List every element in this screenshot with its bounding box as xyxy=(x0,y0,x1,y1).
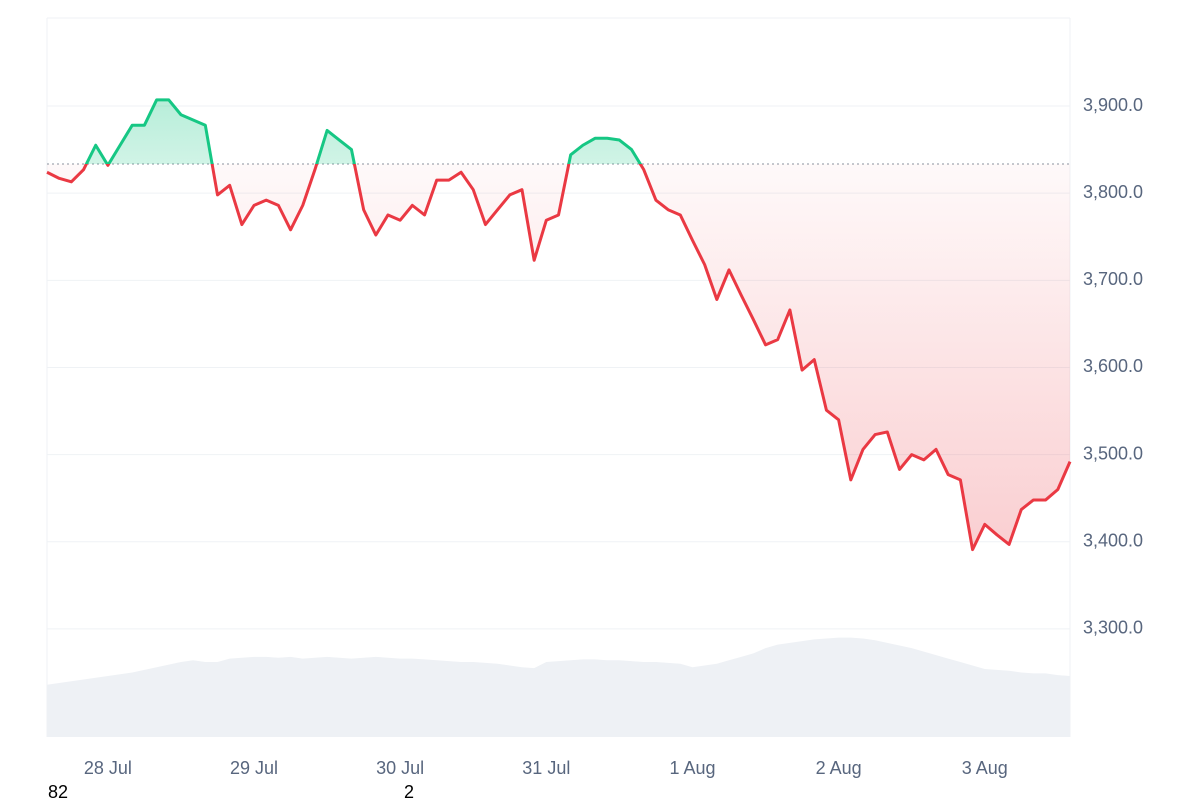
price-line xyxy=(46,98,1072,552)
y-tick-label: 3,500.0 xyxy=(1083,443,1143,463)
y-tick-label: 3,400.0 xyxy=(1083,531,1143,551)
y-tick-label: 3,800.0 xyxy=(1083,182,1143,202)
x-tick-label: 1 Aug xyxy=(669,758,715,778)
footer-label: 82 xyxy=(48,782,68,800)
x-tick-label: 29 Jul xyxy=(230,758,278,778)
x-tick-label: 30 Jul xyxy=(376,758,424,778)
x-tick-label: 3 Aug xyxy=(962,758,1008,778)
y-tick-label: 3,300.0 xyxy=(1083,618,1143,638)
y-tick-label: 3,700.0 xyxy=(1083,269,1143,289)
volume-area xyxy=(47,637,1070,737)
x-tick-label: 2 Aug xyxy=(816,758,862,778)
y-tick-label: 3,600.0 xyxy=(1083,356,1143,376)
price-area xyxy=(47,99,1070,550)
x-tick-label: 28 Jul xyxy=(84,758,132,778)
x-tick-label: 31 Jul xyxy=(522,758,570,778)
y-tick-label: 3,900.0 xyxy=(1083,95,1143,115)
footer-label: 2 xyxy=(404,782,414,800)
